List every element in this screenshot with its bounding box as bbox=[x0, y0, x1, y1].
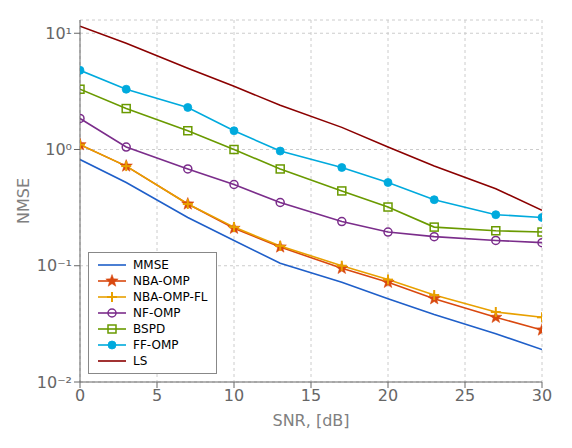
svg-text:10⁻²: 10⁻² bbox=[37, 373, 72, 392]
svg-text:SNR, [dB]: SNR, [dB] bbox=[272, 411, 349, 430]
svg-text:30: 30 bbox=[532, 386, 552, 405]
html-text:NF-OMP: NF-OMP bbox=[133, 306, 181, 320]
svg-text:NMSE: NMSE bbox=[14, 178, 33, 224]
svg-text:15: 15 bbox=[301, 386, 321, 405]
html-text:NBA-OMP-FL: NBA-OMP-FL bbox=[133, 290, 208, 304]
svg-text:5: 5 bbox=[152, 386, 162, 405]
svg-text:10⁰: 10⁰ bbox=[45, 140, 72, 159]
svg-text:10⁻¹: 10⁻¹ bbox=[37, 256, 72, 275]
html-text:NBA-OMP: NBA-OMP bbox=[133, 274, 190, 288]
html-text:BSPD: BSPD bbox=[133, 322, 166, 336]
html-text:MMSE: MMSE bbox=[133, 258, 169, 272]
svg-text:20: 20 bbox=[378, 386, 398, 405]
svg-text:10¹: 10¹ bbox=[45, 24, 72, 43]
svg-text:0: 0 bbox=[75, 386, 85, 405]
html-text:FF-OMP: FF-OMP bbox=[133, 338, 179, 352]
svg-text:10: 10 bbox=[224, 386, 244, 405]
svg-text:25: 25 bbox=[455, 386, 475, 405]
html-text:LS: LS bbox=[133, 354, 148, 368]
